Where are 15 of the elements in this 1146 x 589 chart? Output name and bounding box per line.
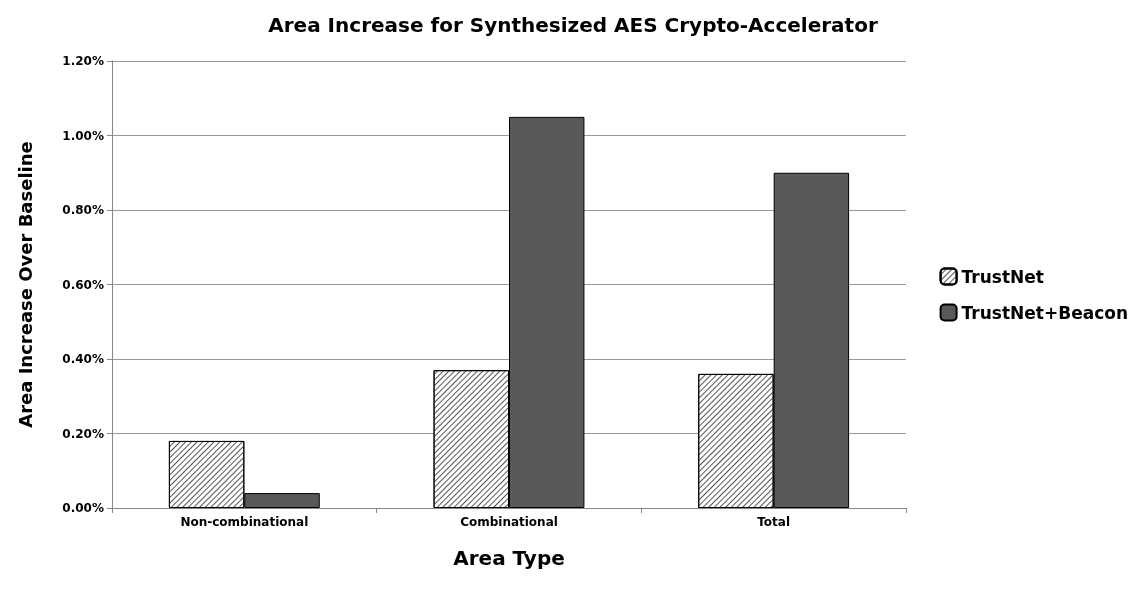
x-tick-label: Combinational (460, 515, 558, 529)
x-axis-title: Area Type (453, 546, 565, 570)
y-tick-label: 1.20% (62, 54, 104, 68)
y-tick-label: 1.00% (62, 128, 104, 143)
x-tick-label: Non-combinational (180, 515, 309, 529)
y-tick-label: 0.00% (62, 501, 104, 515)
y-tick-label: 0.60% (62, 277, 104, 292)
y-axis-title: Area Increase Over Baseline (14, 141, 36, 428)
legend-label: TrustNet (961, 266, 1044, 287)
y-tick-label: 0.20% (62, 426, 104, 441)
x-tick-label: Total (757, 515, 791, 529)
legend-label: TrustNet+Beacon (961, 302, 1128, 323)
y-tick-label: 0.40% (62, 352, 104, 366)
y-tick-label: 0.80% (62, 203, 104, 217)
chart-title: Area Increase for Synthesized AES Crypto-Accelerator (268, 13, 878, 37)
